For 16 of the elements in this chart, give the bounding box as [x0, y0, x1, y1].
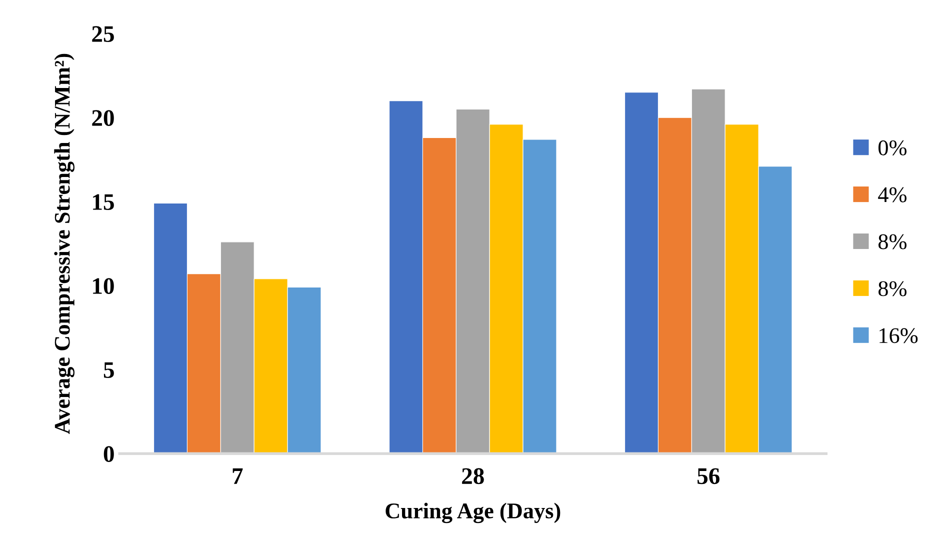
legend-label: 8% — [878, 234, 907, 250]
y-tick-label: 5 — [104, 362, 114, 378]
y-tick-label: 20 — [92, 110, 114, 126]
x-tick-label: 56 — [698, 468, 720, 484]
y-tick-label: 25 — [92, 26, 114, 42]
legend-label: 4% — [878, 187, 907, 202]
y-tick-label: 0 — [104, 446, 114, 462]
legend-label: 16% — [880, 328, 918, 344]
y-tick-label: 10 — [93, 278, 114, 294]
y-tick-label: 15 — [93, 194, 114, 210]
x-tick-label: 28 — [462, 468, 484, 484]
legend-label: 8% — [878, 281, 907, 296]
x-tick-label: 7 — [232, 468, 243, 484]
legend-label: 0% — [878, 140, 907, 156]
y-axis-title: Average Compressive Strength (N/Mm²) — [54, 54, 74, 434]
x-axis-title: Curing Age (Days) — [386, 502, 560, 524]
